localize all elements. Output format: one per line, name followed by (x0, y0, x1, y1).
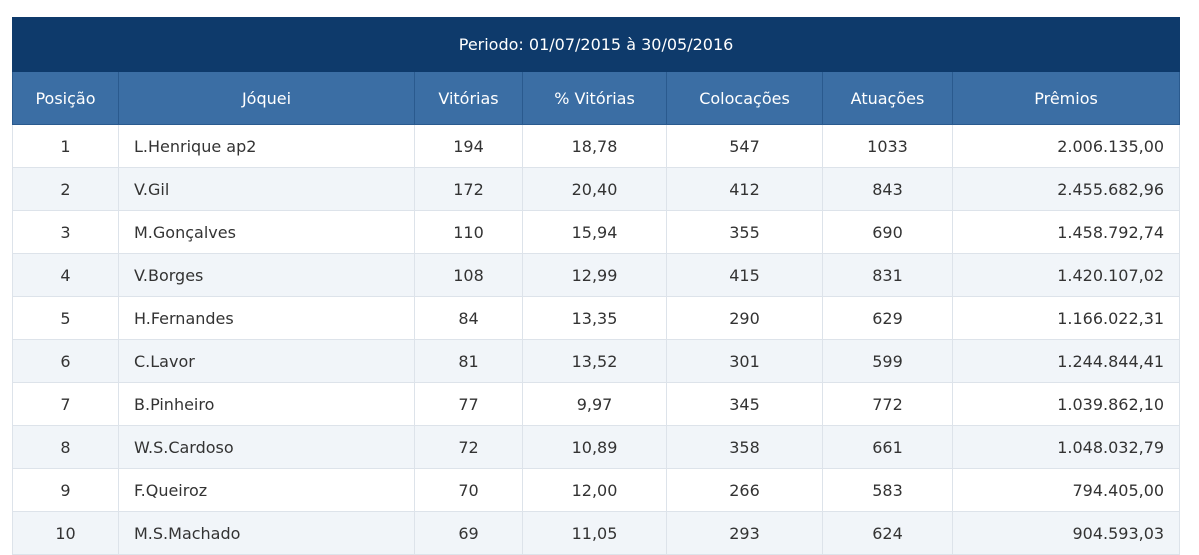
table-row: 8 W.S.Cardoso 72 10,89 358 661 1.048.032… (12, 425, 1181, 469)
cell-win-pct: 13,52 (522, 339, 667, 383)
cell-position: 8 (12, 425, 119, 469)
cell-placings: 345 (666, 382, 823, 426)
period-row: Periodo: 01/07/2015 à 30/05/2016 (11, 17, 1181, 72)
cell-placings: 355 (666, 210, 823, 254)
cell-jockey: C.Lavor (118, 339, 415, 383)
cell-wins: 84 (414, 296, 523, 340)
cell-placings: 412 (666, 167, 823, 211)
cell-rides: 772 (822, 382, 953, 426)
column-header-position[interactable]: Posição (12, 71, 119, 125)
table-row: 10 M.S.Machado 69 11,05 293 624 904.593,… (12, 511, 1181, 555)
cell-prizes: 1.420.107,02 (951, 253, 1181, 297)
table-row: 3 M.Gonçalves 110 15,94 355 690 1.458.79… (12, 210, 1181, 254)
cell-win-pct: 12,00 (522, 468, 667, 512)
cell-jockey: L.Henrique ap2 (118, 124, 415, 168)
cell-prizes: 1.244.844,41 (951, 339, 1181, 383)
cell-wins: 108 (414, 253, 523, 297)
cell-prizes: 904.593,03 (951, 511, 1181, 555)
cell-wins: 172 (414, 167, 523, 211)
table-row: 2 V.Gil 172 20,40 412 843 2.455.682,96 (12, 167, 1181, 211)
table-row: 7 B.Pinheiro 77 9,97 345 772 1.039.862,1… (12, 382, 1181, 426)
cell-wins: 72 (414, 425, 523, 469)
cell-wins: 70 (414, 468, 523, 512)
cell-wins: 81 (414, 339, 523, 383)
cell-win-pct: 18,78 (522, 124, 667, 168)
cell-wins: 77 (414, 382, 523, 426)
cell-rides: 831 (822, 253, 953, 297)
cell-rides: 661 (822, 425, 953, 469)
cell-prizes: 2.006.135,00 (951, 124, 1181, 168)
cell-position: 9 (12, 468, 119, 512)
cell-win-pct: 9,97 (522, 382, 667, 426)
cell-jockey: M.Gonçalves (118, 210, 415, 254)
cell-prizes: 1.039.862,10 (951, 382, 1181, 426)
cell-prizes: 1.166.022,31 (951, 296, 1181, 340)
column-header-rides[interactable]: Atuações (822, 71, 953, 125)
cell-win-pct: 15,94 (522, 210, 667, 254)
cell-position: 2 (12, 167, 119, 211)
cell-placings: 301 (666, 339, 823, 383)
cell-position: 3 (12, 210, 119, 254)
cell-jockey: W.S.Cardoso (118, 425, 415, 469)
cell-wins: 194 (414, 124, 523, 168)
cell-win-pct: 20,40 (522, 167, 667, 211)
jockey-ranking-table: Periodo: 01/07/2015 à 30/05/2016 Posição… (11, 17, 1181, 555)
column-header-wins[interactable]: Vitórias (414, 71, 523, 125)
column-header-row: Posição Jóquei Vitórias % Vitórias Coloc… (12, 71, 1181, 125)
cell-position: 1 (12, 124, 119, 168)
cell-position: 5 (12, 296, 119, 340)
cell-win-pct: 10,89 (522, 425, 667, 469)
cell-placings: 358 (666, 425, 823, 469)
cell-jockey: V.Gil (118, 167, 415, 211)
cell-prizes: 1.048.032,79 (951, 425, 1181, 469)
cell-position: 6 (12, 339, 119, 383)
cell-rides: 843 (822, 167, 953, 211)
ranking-table-container: Periodo: 01/07/2015 à 30/05/2016 Posição… (11, 17, 1181, 555)
cell-placings: 266 (666, 468, 823, 512)
cell-rides: 624 (822, 511, 953, 555)
cell-wins: 110 (414, 210, 523, 254)
cell-placings: 290 (666, 296, 823, 340)
cell-placings: 415 (666, 253, 823, 297)
cell-jockey: F.Queiroz (118, 468, 415, 512)
cell-position: 10 (12, 511, 119, 555)
cell-win-pct: 13,35 (522, 296, 667, 340)
cell-position: 4 (12, 253, 119, 297)
cell-jockey: H.Fernandes (118, 296, 415, 340)
cell-prizes: 794.405,00 (951, 468, 1181, 512)
column-header-win-pct[interactable]: % Vitórias (522, 71, 667, 125)
cell-rides: 690 (822, 210, 953, 254)
period-title: Periodo: 01/07/2015 à 30/05/2016 (11, 17, 1181, 72)
cell-jockey: M.S.Machado (118, 511, 415, 555)
cell-jockey: V.Borges (118, 253, 415, 297)
cell-rides: 629 (822, 296, 953, 340)
cell-rides: 583 (822, 468, 953, 512)
cell-wins: 69 (414, 511, 523, 555)
column-header-placings[interactable]: Colocações (666, 71, 823, 125)
table-body: 1 L.Henrique ap2 194 18,78 547 1033 2.00… (12, 124, 1181, 555)
cell-prizes: 1.458.792,74 (951, 210, 1181, 254)
cell-rides: 599 (822, 339, 953, 383)
table-row: 1 L.Henrique ap2 194 18,78 547 1033 2.00… (12, 124, 1181, 168)
cell-prizes: 2.455.682,96 (951, 167, 1181, 211)
cell-placings: 547 (666, 124, 823, 168)
cell-rides: 1033 (822, 124, 953, 168)
table-row: 4 V.Borges 108 12,99 415 831 1.420.107,0… (12, 253, 1181, 297)
cell-win-pct: 11,05 (522, 511, 667, 555)
cell-jockey: B.Pinheiro (118, 382, 415, 426)
column-header-jockey[interactable]: Jóquei (118, 71, 415, 125)
cell-win-pct: 12,99 (522, 253, 667, 297)
cell-placings: 293 (666, 511, 823, 555)
table-row: 9 F.Queiroz 70 12,00 266 583 794.405,00 (12, 468, 1181, 512)
table-row: 5 H.Fernandes 84 13,35 290 629 1.166.022… (12, 296, 1181, 340)
cell-position: 7 (12, 382, 119, 426)
column-header-prizes[interactable]: Prêmios (951, 71, 1181, 125)
table-row: 6 C.Lavor 81 13,52 301 599 1.244.844,41 (12, 339, 1181, 383)
